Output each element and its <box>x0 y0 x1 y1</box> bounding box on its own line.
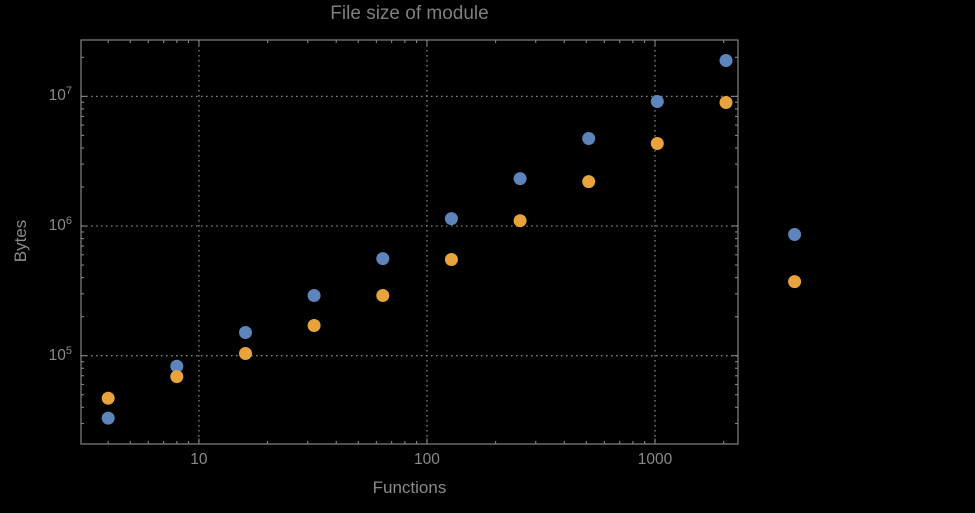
scatter-point-blue-series <box>307 289 321 302</box>
scatter-point-orange-series <box>170 370 184 384</box>
scatter-point-blue-series <box>582 132 596 145</box>
scatter-point-blue-series <box>719 54 733 67</box>
scatter-point-blue-series <box>513 172 527 186</box>
scatter-point-blue-series <box>444 212 458 226</box>
y-tick-label: 105 <box>48 344 72 364</box>
plot-frame <box>80 39 739 445</box>
scatter-point-blue-series <box>101 411 115 425</box>
scatter-point-blue-series <box>376 252 390 266</box>
scatter-point-blue-series <box>239 326 252 339</box>
y-axis-label: Bytes <box>11 219 30 263</box>
scatter-point-blue-series <box>650 95 664 108</box>
scatter-point-blue-series <box>788 228 802 241</box>
scatter-point-orange-series <box>239 347 252 360</box>
scatter-point-orange-series <box>513 214 527 228</box>
chart-title: File size of module <box>330 3 489 24</box>
scatter-point-orange-series <box>788 275 802 289</box>
scatter-point-orange-series <box>307 319 321 332</box>
scatter-point-orange-series <box>650 137 664 150</box>
scatter-point-orange-series <box>376 289 390 302</box>
scatter-point-orange-series <box>101 391 115 405</box>
x-tick-label: 100 <box>414 451 440 468</box>
scatter-point-orange-series <box>444 253 458 266</box>
x-tick-label: 1000 <box>637 451 673 468</box>
scatter-point-orange-series <box>582 175 596 189</box>
x-axis-label: Functions <box>372 478 447 497</box>
x-tick-label: 10 <box>190 451 208 468</box>
y-tick-label: 107 <box>48 85 72 105</box>
scatter-point-blue-series <box>170 359 184 373</box>
scatter-point-orange-series <box>719 96 733 109</box>
y-tick-label: 106 <box>48 214 72 235</box>
